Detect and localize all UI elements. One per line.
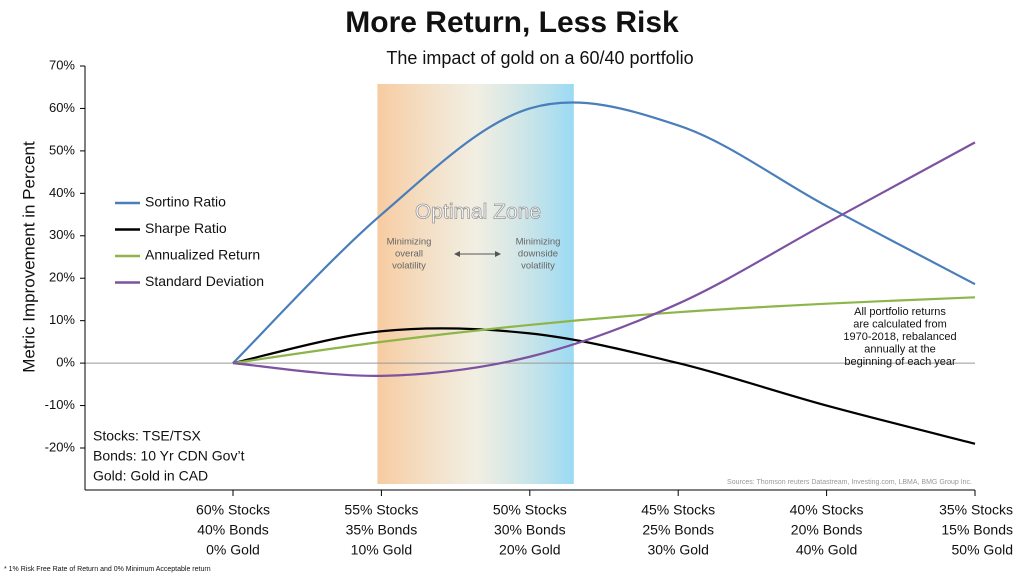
zone-left-text: Minimizing (387, 237, 432, 248)
series-line (232, 101, 976, 364)
x-tick-label: 40% Stocks (790, 502, 864, 518)
series-line (232, 327, 976, 445)
x-tick-label: 35% Stocks (939, 502, 1013, 518)
zone-label: Optimal Zone (415, 201, 541, 224)
x-tick-label: 40% Gold (796, 542, 857, 558)
x-tick-label: 35% Bonds (346, 522, 418, 538)
note-text: 1970-2018, rebalanced (843, 331, 956, 343)
y-tick-label: -20% (45, 439, 76, 454)
y-axis-label: Metric Improvement in Percent (19, 141, 38, 373)
y-tick-label: 40% (49, 185, 75, 200)
x-tick-label: 60% Stocks (196, 502, 270, 518)
y-tick-label: 60% (49, 100, 75, 115)
portfolio-text: Stocks: TSE/TSX (93, 428, 202, 444)
x-tick-label: 20% Gold (499, 542, 560, 558)
series-line (232, 296, 976, 365)
note-text: All portfolio returns (854, 306, 946, 318)
x-tick-label: 55% Stocks (344, 502, 418, 518)
legend-label: Sortino Ratio (145, 194, 226, 210)
x-tick-label: 50% Gold (952, 542, 1013, 558)
zone-right-text: downside (518, 249, 558, 260)
y-tick-label: 0% (56, 355, 75, 370)
legend-label: Standard Deviation (145, 273, 264, 289)
legend-label: Annualized Return (145, 247, 260, 263)
x-tick-label: 25% Bonds (642, 522, 714, 538)
x-tick-label: 30% Bonds (494, 522, 566, 538)
y-tick-label: 70% (49, 57, 75, 72)
note-text: beginning of each year (844, 356, 956, 368)
zone-right-text: Minimizing (516, 237, 561, 248)
note-text: annually at the (864, 343, 936, 355)
x-tick-label: 10% Gold (351, 542, 412, 558)
y-tick-label: 20% (49, 270, 75, 285)
portfolio-text: Bonds: 10 Yr CDN Gov’t (93, 448, 245, 464)
zone-right-text: volatility (521, 261, 555, 272)
x-tick-label: 15% Bonds (941, 522, 1013, 538)
x-tick-label: 50% Stocks (493, 502, 567, 518)
chart-title: More Return, Less Risk (345, 6, 679, 39)
chart-subtitle: The impact of gold on a 60/40 portfolio (386, 48, 693, 68)
x-tick-label: 45% Stocks (641, 502, 715, 518)
zone-left-text: volatility (392, 261, 426, 272)
x-tick-label: 30% Gold (647, 542, 708, 558)
note-text: are calculated from (853, 318, 947, 330)
optimal-zone (377, 84, 574, 484)
legend-label: Sharpe Ratio (145, 220, 227, 236)
sources: Sources: Thomson reuters Datastream, Inv… (727, 479, 972, 486)
series-line (232, 141, 976, 377)
x-tick-label: 0% Gold (206, 542, 260, 558)
y-tick-label: 30% (49, 227, 75, 242)
zone-left-text: overall (395, 249, 423, 260)
y-tick-label: 10% (49, 312, 75, 327)
x-tick-label: 40% Bonds (197, 522, 269, 538)
y-tick-label: -10% (45, 397, 76, 412)
x-tick-label: 20% Bonds (791, 522, 863, 538)
portfolio-text: Gold: Gold in CAD (93, 468, 208, 484)
footnote: * 1% Risk Free Rate of Return and 0% Min… (4, 566, 211, 573)
y-tick-label: 50% (49, 142, 75, 157)
